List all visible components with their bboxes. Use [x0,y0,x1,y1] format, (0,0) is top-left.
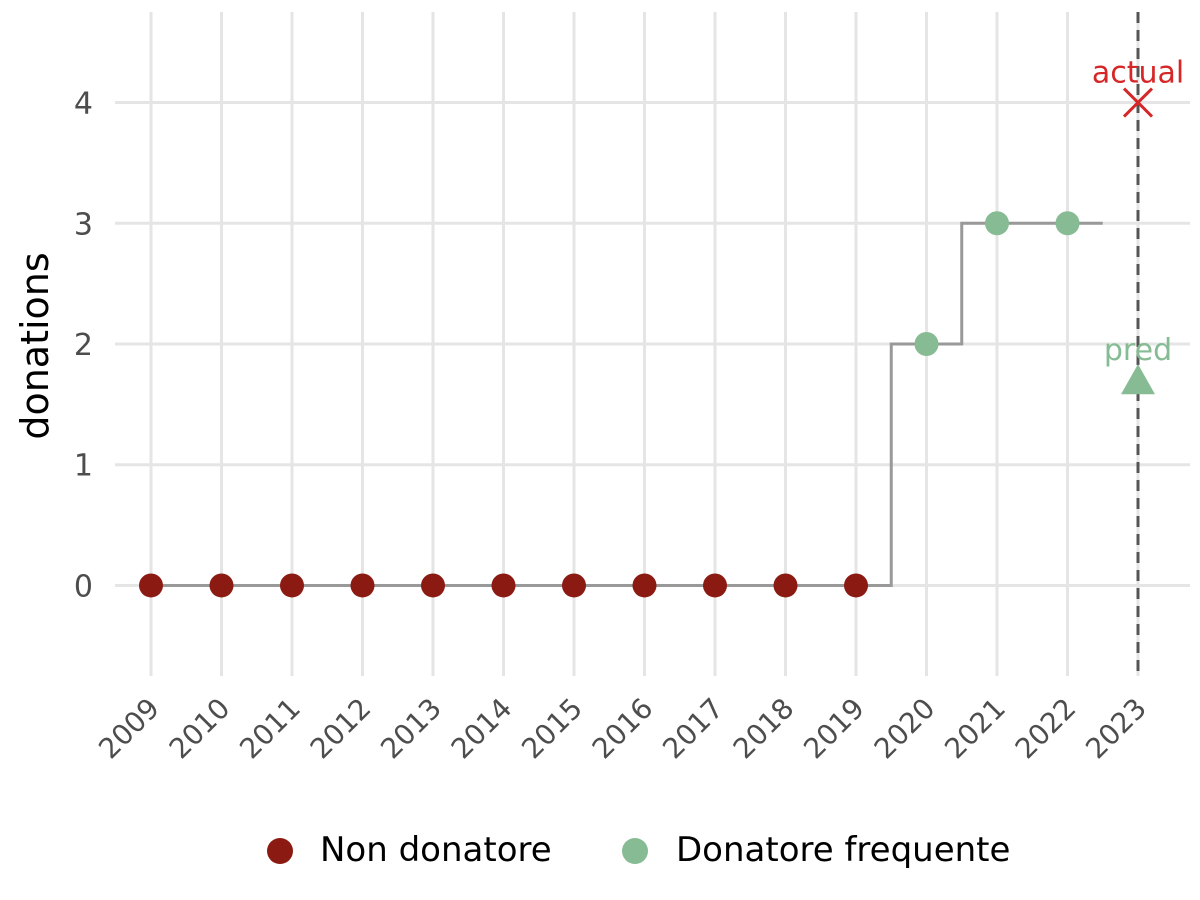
point-2017 [703,573,727,598]
point-2010 [209,573,234,598]
point-2012 [350,573,375,598]
x-tick-label-2019: 2019 [797,692,871,766]
y-tick-label-4: 4 [74,87,93,122]
y-tick-label-3: 3 [74,207,93,242]
x-tick-label-2020: 2020 [868,692,942,766]
x-icon [1122,87,1154,118]
x-tick-label-2011: 2011 [233,692,307,766]
legend-label-1: Donatore frequente [676,830,1010,870]
y-axis-label: donations [13,252,57,439]
point-2022 [1055,211,1080,236]
point-2011 [280,573,304,598]
point-2015 [562,573,586,598]
point-2020 [914,332,939,356]
point-2021 [985,211,1009,236]
x-tick-label-2017: 2017 [656,692,730,766]
point-2013 [421,573,445,598]
x-tick-label-2021: 2021 [938,692,1012,766]
data-points [139,211,1080,598]
x-tick-label-2023: 2023 [1079,692,1153,766]
point-2019 [844,573,868,598]
step-line [151,221,1103,587]
x-tick-label-2018: 2018 [727,692,801,766]
x-tick-label-2014: 2014 [445,692,519,766]
x-tick-label-2022: 2022 [1009,692,1083,766]
y-tick-label-0: 0 [74,569,93,604]
point-2009 [139,573,163,598]
legend-marker-1 [622,838,648,864]
triangle-icon [1121,364,1155,395]
x-tick-label-2013: 2013 [374,692,448,766]
x-tick-labels: 2009201020112012201320142015201620172018… [92,692,1153,766]
point-2014 [491,573,516,598]
x-tick-label-2012: 2012 [304,692,378,766]
legend-label-0: Non donatore [320,830,552,870]
legend: Non donatore Donatore frequente [267,830,1010,870]
y-tick-label-1: 1 [74,449,93,484]
x-tick-label-2010: 2010 [163,692,237,766]
point-2018 [773,573,798,598]
x-tick-label-2015: 2015 [515,692,589,766]
y-gridlines [115,101,1190,587]
x-tick-label-2009: 2009 [92,692,166,766]
annotation-label-actual: actual [1092,56,1184,91]
annotations: actual pred [1092,56,1184,395]
y-tick-labels: 0 1 2 3 4 [74,87,93,605]
x-icon-stroke-2 [1122,87,1154,118]
y-tick-label-2: 2 [74,328,93,363]
legend-marker-0 [267,838,293,864]
x-tick-label-2016: 2016 [586,692,660,766]
annotation-label-pred: pred [1104,333,1172,368]
point-2016 [632,573,657,598]
